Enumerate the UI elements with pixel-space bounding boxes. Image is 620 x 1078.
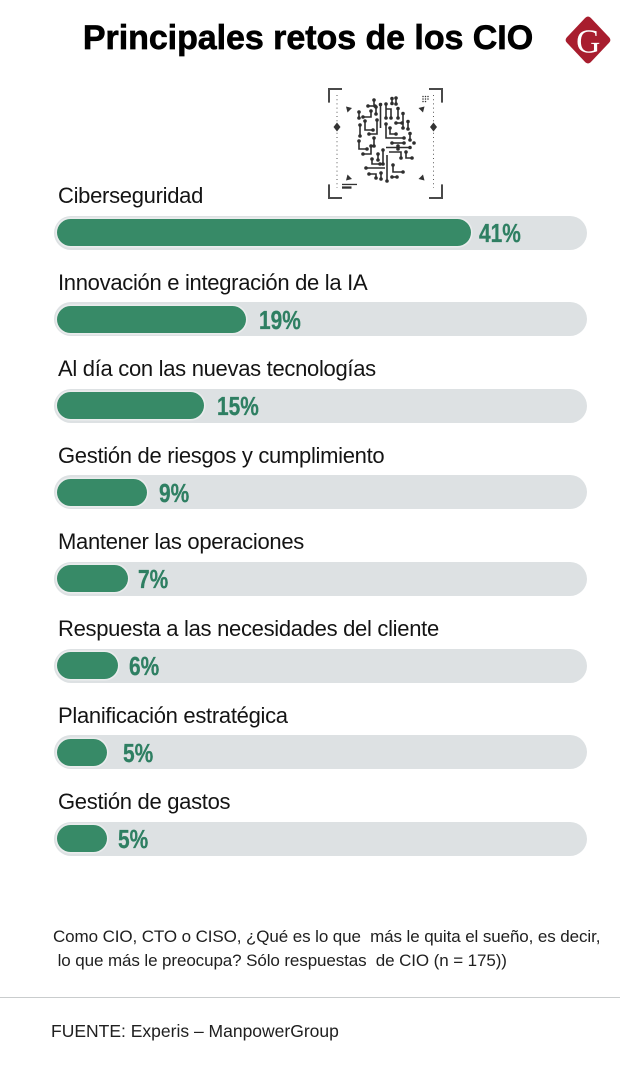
svg-text:G: G bbox=[576, 24, 600, 61]
